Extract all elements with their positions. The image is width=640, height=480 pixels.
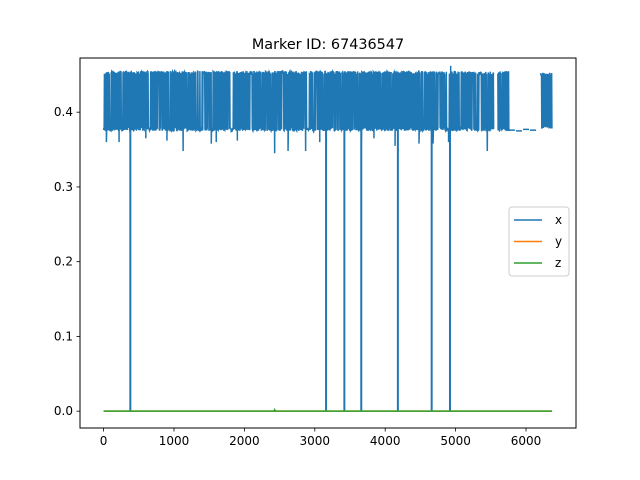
x-tick-label: 1000 xyxy=(159,434,190,448)
y-tick-label: 0.0 xyxy=(54,404,73,418)
y-tick-label: 0.4 xyxy=(54,105,73,119)
x-tick-label: 6000 xyxy=(511,434,542,448)
y-tick-label: 0.3 xyxy=(54,180,73,194)
y-tick-label: 0.1 xyxy=(54,329,73,343)
legend-label-y: y xyxy=(555,235,562,249)
y-axis: 0.0 0.1 0.2 0.3 0.4 xyxy=(54,105,80,418)
x-tick-label: 2000 xyxy=(229,434,260,448)
chart-title: Marker ID: 67436547 xyxy=(252,37,404,53)
series-z-line xyxy=(103,407,553,412)
legend: xyz xyxy=(508,206,570,277)
plot-frame xyxy=(79,57,577,429)
legend-label-x: x xyxy=(555,213,562,227)
x-tick-label: 3000 xyxy=(300,434,331,448)
x-tick-label: 0 xyxy=(100,434,108,448)
legend-label-z: z xyxy=(555,256,561,270)
y-tick-label: 0.2 xyxy=(54,255,73,269)
series-layer xyxy=(102,65,553,412)
x-axis: 0 1000 2000 3000 4000 5000 6000 xyxy=(100,428,542,448)
x-tick-label: 4000 xyxy=(370,434,401,448)
x-tick-label: 5000 xyxy=(440,434,471,448)
series-x-line xyxy=(102,65,553,154)
